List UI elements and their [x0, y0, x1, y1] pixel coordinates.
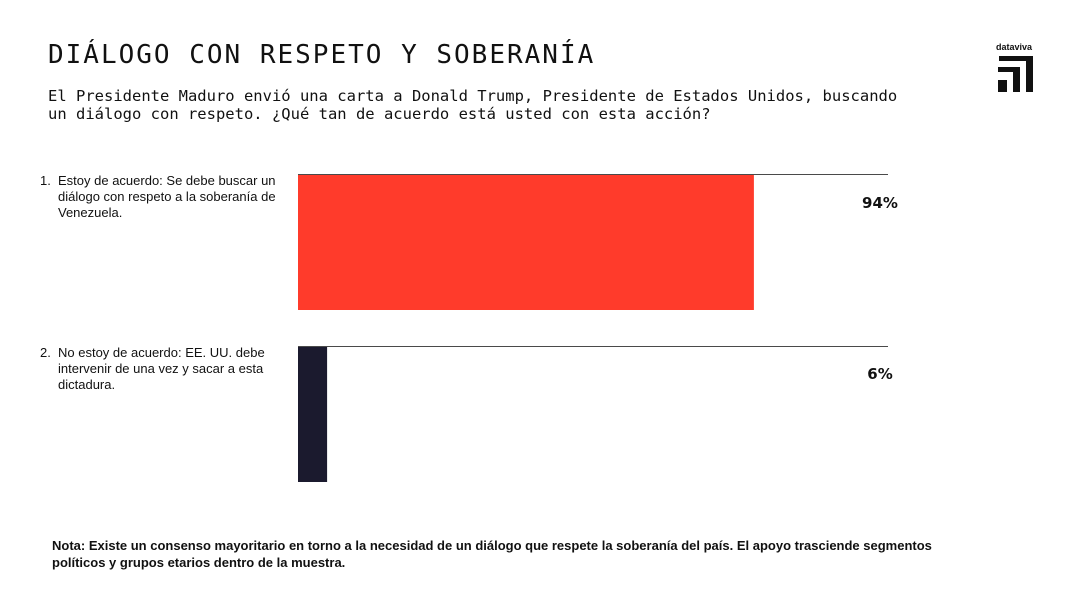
bar-1	[298, 175, 754, 310]
data-label-1: 94%	[862, 194, 898, 212]
category-label-2: 2. No estoy de acuerdo: EE. UU. debe int…	[40, 345, 290, 393]
category-label-1: 1. Estoy de acuerdo: Se debe buscar un d…	[40, 173, 290, 221]
dataviva-logo-icon	[998, 56, 1033, 92]
category-number-1: 1.	[40, 173, 51, 188]
category-text-2: No estoy de acuerdo: EE. UU. debe interv…	[58, 345, 265, 392]
brand-name: dataviva	[996, 42, 1033, 52]
page-title: DIÁLOGO CON RESPETO Y SOBERANÍA	[48, 40, 596, 70]
data-label-2: 6%	[867, 365, 892, 383]
category-number-2: 2.	[40, 345, 51, 360]
category-text-1: Estoy de acuerdo: Se debe buscar un diál…	[58, 173, 276, 220]
bar-2	[298, 347, 328, 482]
footnote: Nota: Existe un consenso mayoritario en …	[52, 538, 932, 570]
page-subtitle: El Presidente Maduro envió una carta a D…	[48, 87, 898, 123]
brand-logo: dataviva	[996, 42, 1036, 98]
